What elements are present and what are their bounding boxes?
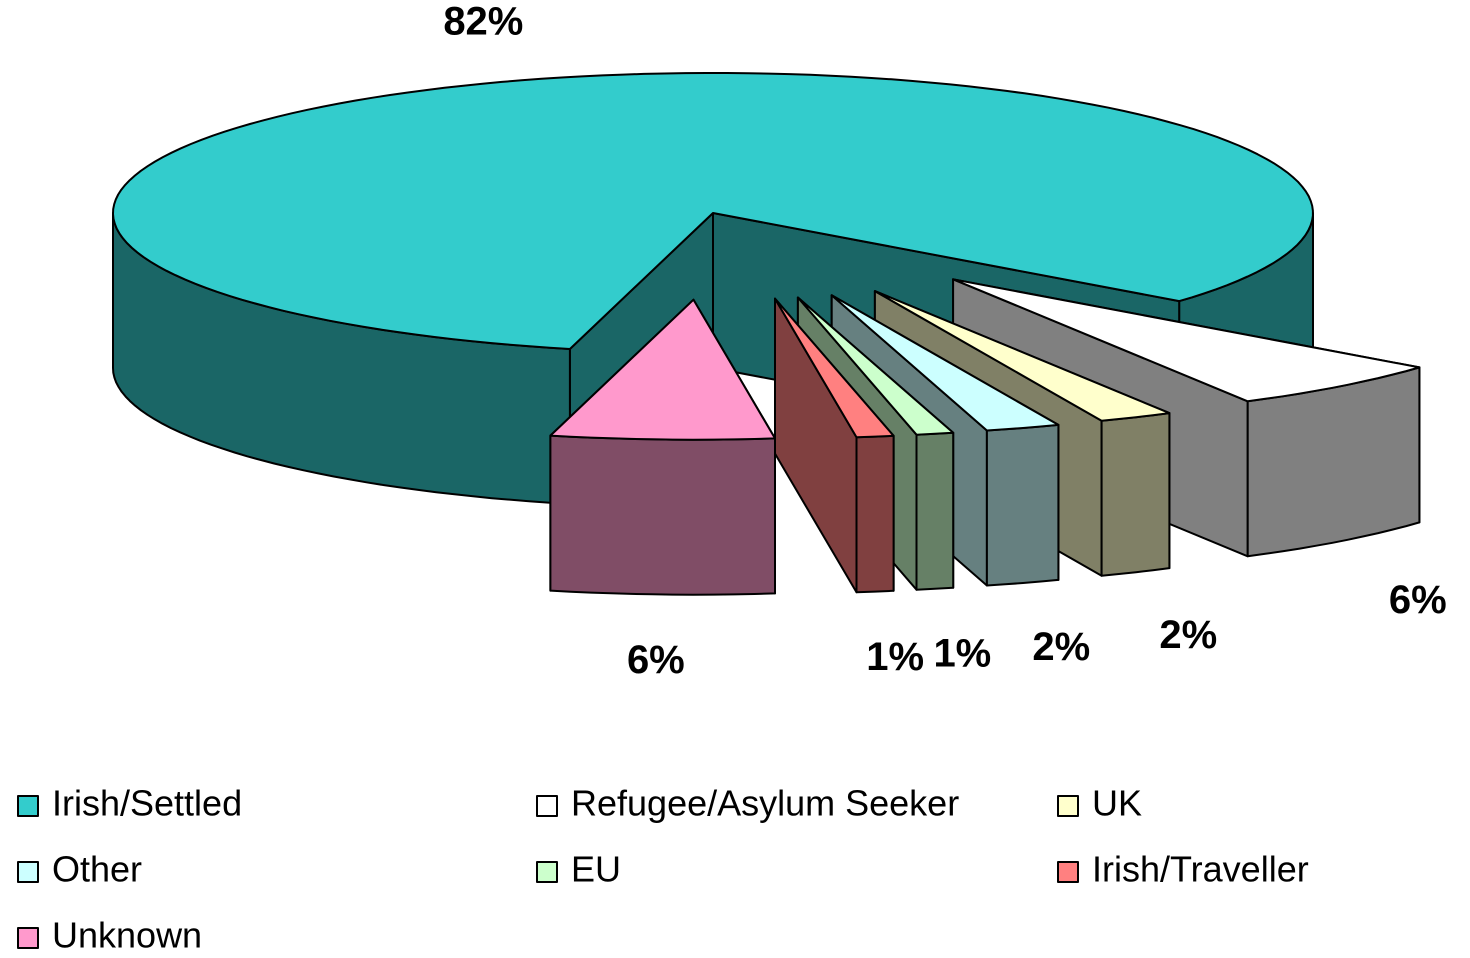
slice: [830, 294, 1060, 432]
slice: [873, 290, 1171, 422]
legend-label: EU: [571, 849, 621, 890]
data-label: 1%: [933, 632, 991, 676]
slice: [774, 297, 895, 439]
slice: [112, 72, 1314, 350]
legend-swatch: [1057, 795, 1079, 817]
slice-wall: [985, 423, 1060, 587]
legend-label: Unknown: [52, 915, 202, 956]
legend-label: Irish/Traveller: [1092, 849, 1309, 890]
data-label: 82%: [443, 0, 523, 43]
legend-label: Refugee/Asylum Seeker: [571, 783, 959, 824]
legend-swatch: [17, 927, 39, 949]
legend-swatch: [536, 795, 558, 817]
data-label: 2%: [1032, 625, 1090, 669]
slice: [549, 298, 776, 441]
legend-label: UK: [1092, 783, 1142, 824]
slice: [796, 296, 955, 436]
data-label: 1%: [866, 635, 924, 679]
legend-label: Irish/Settled: [52, 783, 242, 824]
legend-swatch: [536, 861, 558, 883]
slice-wall: [915, 431, 955, 591]
data-label: 6%: [1389, 578, 1447, 622]
legend-label: Other: [52, 849, 142, 890]
slice: [952, 278, 1421, 403]
slice-wall: [1100, 412, 1171, 577]
data-label: 2%: [1159, 613, 1217, 657]
data-label: 6%: [627, 638, 685, 682]
legend-swatch: [17, 861, 39, 883]
legend-swatch: [1057, 861, 1079, 883]
slice-wall: [855, 434, 895, 594]
slice-wall: [549, 434, 776, 596]
legend-swatch: [17, 795, 39, 817]
